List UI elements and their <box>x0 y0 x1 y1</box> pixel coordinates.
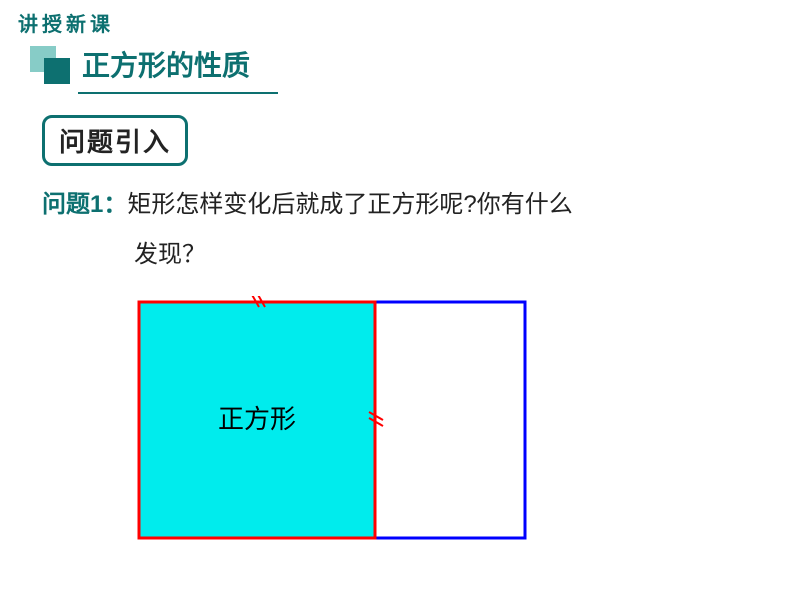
title-row: 正方形的性质 <box>30 46 760 84</box>
question-label: 问题1： <box>42 191 127 218</box>
square-label: 正方形 <box>218 404 296 434</box>
question-body-line1: 矩形怎样变化后就成了正方形呢?你有什么 <box>127 191 572 218</box>
section-title: 正方形的性质 <box>82 52 250 84</box>
slide-header: 讲授新课 <box>18 8 114 37</box>
intro-box: 问题引入 <box>42 115 188 166</box>
diagram-svg: 正方形 <box>133 296 663 586</box>
diagram-container: 正方形 <box>133 296 663 586</box>
question-body-line2: 发现？ <box>134 241 206 268</box>
title-underline <box>78 92 278 94</box>
question-block: 问题1：矩形怎样变化后就成了正方形呢?你有什么 发现？ <box>42 180 762 281</box>
intro-label: 问题引入 <box>59 127 171 157</box>
square-stack-icon <box>30 46 72 84</box>
